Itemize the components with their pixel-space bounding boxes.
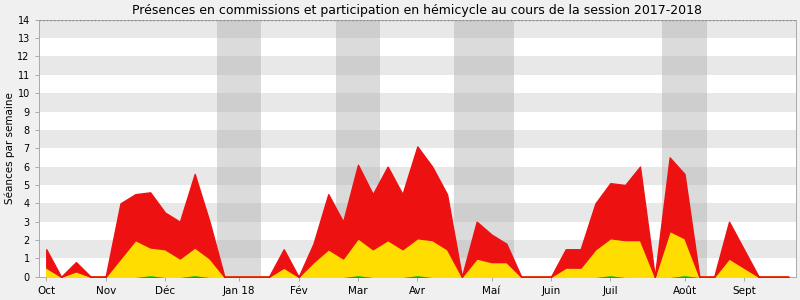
Bar xyxy=(39,240,796,258)
Bar xyxy=(454,20,514,277)
Bar xyxy=(39,93,796,112)
Bar xyxy=(39,112,796,130)
Bar xyxy=(39,38,796,56)
Bar xyxy=(39,75,796,93)
Bar xyxy=(39,20,796,38)
Bar xyxy=(39,258,796,277)
Bar xyxy=(39,222,796,240)
Bar xyxy=(336,20,380,277)
Bar xyxy=(39,167,796,185)
Bar xyxy=(39,185,796,203)
Bar xyxy=(217,20,262,277)
Y-axis label: Séances par semaine: Séances par semaine xyxy=(4,92,14,204)
Bar xyxy=(39,130,796,148)
Bar xyxy=(39,56,796,75)
Bar xyxy=(39,148,796,166)
Bar xyxy=(662,20,706,277)
Title: Présences en commissions et participation en hémicycle au cours de la session 20: Présences en commissions et participatio… xyxy=(132,4,702,17)
Bar xyxy=(39,203,796,222)
